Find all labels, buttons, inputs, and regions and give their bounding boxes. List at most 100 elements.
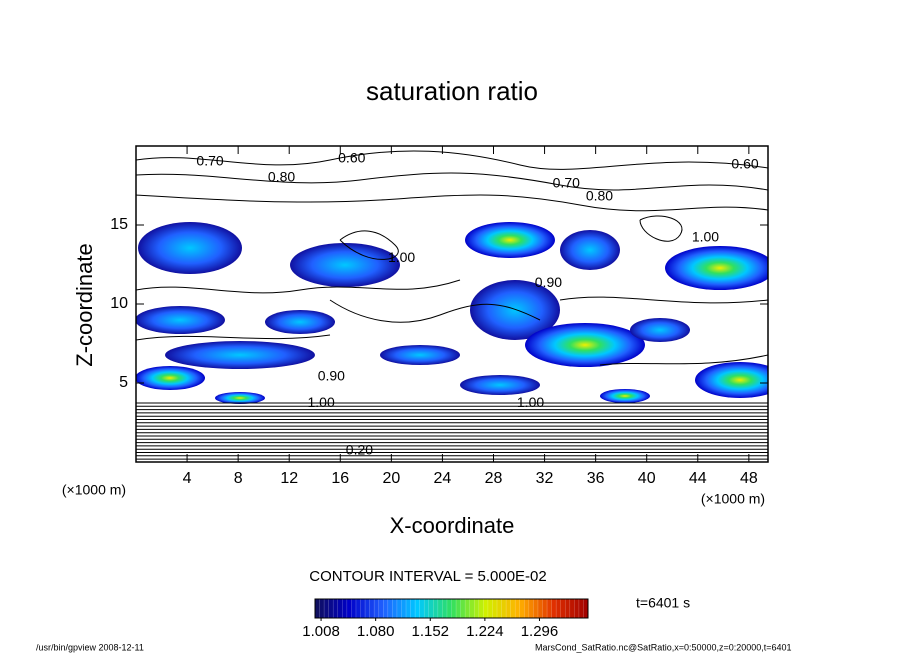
colorbar-segment <box>315 599 320 618</box>
contour-label: 0.20 <box>346 442 373 458</box>
colorbar-segment <box>415 599 420 618</box>
colorbar-segment <box>351 599 357 618</box>
colorbar-tick-label: 1.152 <box>411 623 449 640</box>
footer-left: /usr/bin/gpview 2008-12-11 <box>36 642 144 652</box>
colorbar-tick-label: 1.296 <box>521 623 559 640</box>
time-label: t=6401 s <box>636 595 690 611</box>
colorbar-segment <box>469 599 475 618</box>
contour-label: 0.80 <box>586 187 613 203</box>
colorbar-segment <box>365 599 370 618</box>
colorbar-segment <box>392 599 398 618</box>
colorbar-segment <box>387 599 393 618</box>
x-tick-label: 24 <box>434 470 452 487</box>
footer-right: MarsCond_SatRatio.nc@SatRatio,x=0:50000,… <box>535 642 792 652</box>
colorbar-segment <box>328 599 334 618</box>
colorbar-segment <box>424 599 430 618</box>
colorbar-segment <box>401 599 407 618</box>
x-tick-label: 4 <box>183 470 192 487</box>
colorbar-segment <box>537 599 543 618</box>
colorbar-segment <box>360 599 366 618</box>
colorbar-segment <box>428 599 434 618</box>
lower-contours <box>136 402 768 460</box>
colorbar-segment <box>406 599 411 618</box>
contour-label: 0.90 <box>318 367 345 383</box>
colorbar-segment <box>369 599 375 618</box>
x-tick-label: 12 <box>280 470 298 487</box>
colorbar-segment <box>378 599 384 618</box>
colorbar-segment <box>492 599 498 618</box>
x-tick-label: 36 <box>587 470 605 487</box>
contour-label: 0.60 <box>731 156 758 172</box>
shaded-field <box>136 222 768 404</box>
colorbar-segment <box>465 599 470 618</box>
colorbar-segment <box>547 599 552 618</box>
x-tick-label: 48 <box>740 470 758 487</box>
field <box>136 150 768 460</box>
colorbar: 1.008 1.080 1.152 1.224 1.296 <box>302 598 589 640</box>
colorbar-segment <box>578 599 584 618</box>
x-tick-label: 16 <box>331 470 349 487</box>
chart-title: saturation ratio <box>366 76 538 106</box>
contour-label: 1.00 <box>692 228 719 244</box>
x-tick-label: 44 <box>689 470 707 487</box>
x-tick-label: 40 <box>638 470 656 487</box>
colorbar-segment <box>433 599 439 618</box>
colorbar-segment <box>437 599 443 618</box>
colorbar-segment <box>519 599 525 618</box>
colorbar-segment <box>483 599 489 618</box>
colorbar-segment <box>524 599 530 618</box>
y-unit: (×1000 m) <box>62 482 126 498</box>
colorbar-segment <box>410 599 416 618</box>
colorbar-segment <box>342 599 348 618</box>
colorbar-segment <box>542 599 548 618</box>
colorbar-segment <box>506 599 511 618</box>
colorbar-segment <box>478 599 484 618</box>
colorbar-segment <box>383 599 389 618</box>
contour-label: 0.60 <box>338 149 365 165</box>
colorbar-segment <box>396 599 402 618</box>
colorbar-segment <box>501 599 507 618</box>
colorbar-segment <box>497 599 502 618</box>
colorbar-frame <box>314 598 589 619</box>
colorbar-segment <box>474 599 480 618</box>
contour-label: 0.70 <box>553 175 580 191</box>
colorbar-segment <box>374 599 379 618</box>
x-axis-label: X-coordinate <box>390 513 515 538</box>
colorbar-segment <box>451 599 457 618</box>
y-axis-label: Z-coordinate <box>72 243 97 367</box>
contour-interval: CONTOUR INTERVAL = 5.000E-02 <box>309 568 546 585</box>
contour-label: 1.00 <box>517 394 544 410</box>
colorbar-tick-label: 1.008 <box>302 623 340 640</box>
colorbar-tick-label: 1.224 <box>466 623 504 640</box>
colorbar-tick-label: 1.080 <box>357 623 395 640</box>
contour-label-layer: 0.70 0.60 0.60 0.70 0.80 0.80 1.00 1.00 0.90 0.90… <box>196 149 758 457</box>
colorbar-segment <box>337 599 343 618</box>
colorbar-segment <box>355 599 361 618</box>
contour-label: 1.00 <box>308 394 335 410</box>
colorbar-segment <box>419 599 425 618</box>
colorbar-segment <box>556 599 561 618</box>
colorbar-segment <box>510 599 516 618</box>
colorbar-segment <box>565 599 571 618</box>
contour-label: 0.80 <box>268 168 295 184</box>
colorbar-segment <box>574 599 580 618</box>
x-tick-label: 32 <box>536 470 554 487</box>
colorbar-segment <box>324 599 329 618</box>
x-tick-label: 20 <box>382 470 400 487</box>
colorbar-segment <box>456 599 461 618</box>
y-tick-label: 5 <box>119 374 128 391</box>
colorbar-segment <box>583 599 589 618</box>
x-tick-label: 28 <box>485 470 503 487</box>
colorbar-segment <box>487 599 493 618</box>
colorbar-segment <box>346 599 352 618</box>
colorbar-segment <box>560 599 566 618</box>
plot-frame <box>135 145 769 463</box>
colorbar-segment <box>569 599 575 618</box>
x-unit: (×1000 m) <box>701 491 765 507</box>
contour-label: 0.70 <box>196 153 223 169</box>
colorbar-segment <box>446 599 452 618</box>
contour-label: 0.90 <box>535 274 562 290</box>
colorbar-segment <box>551 599 557 618</box>
